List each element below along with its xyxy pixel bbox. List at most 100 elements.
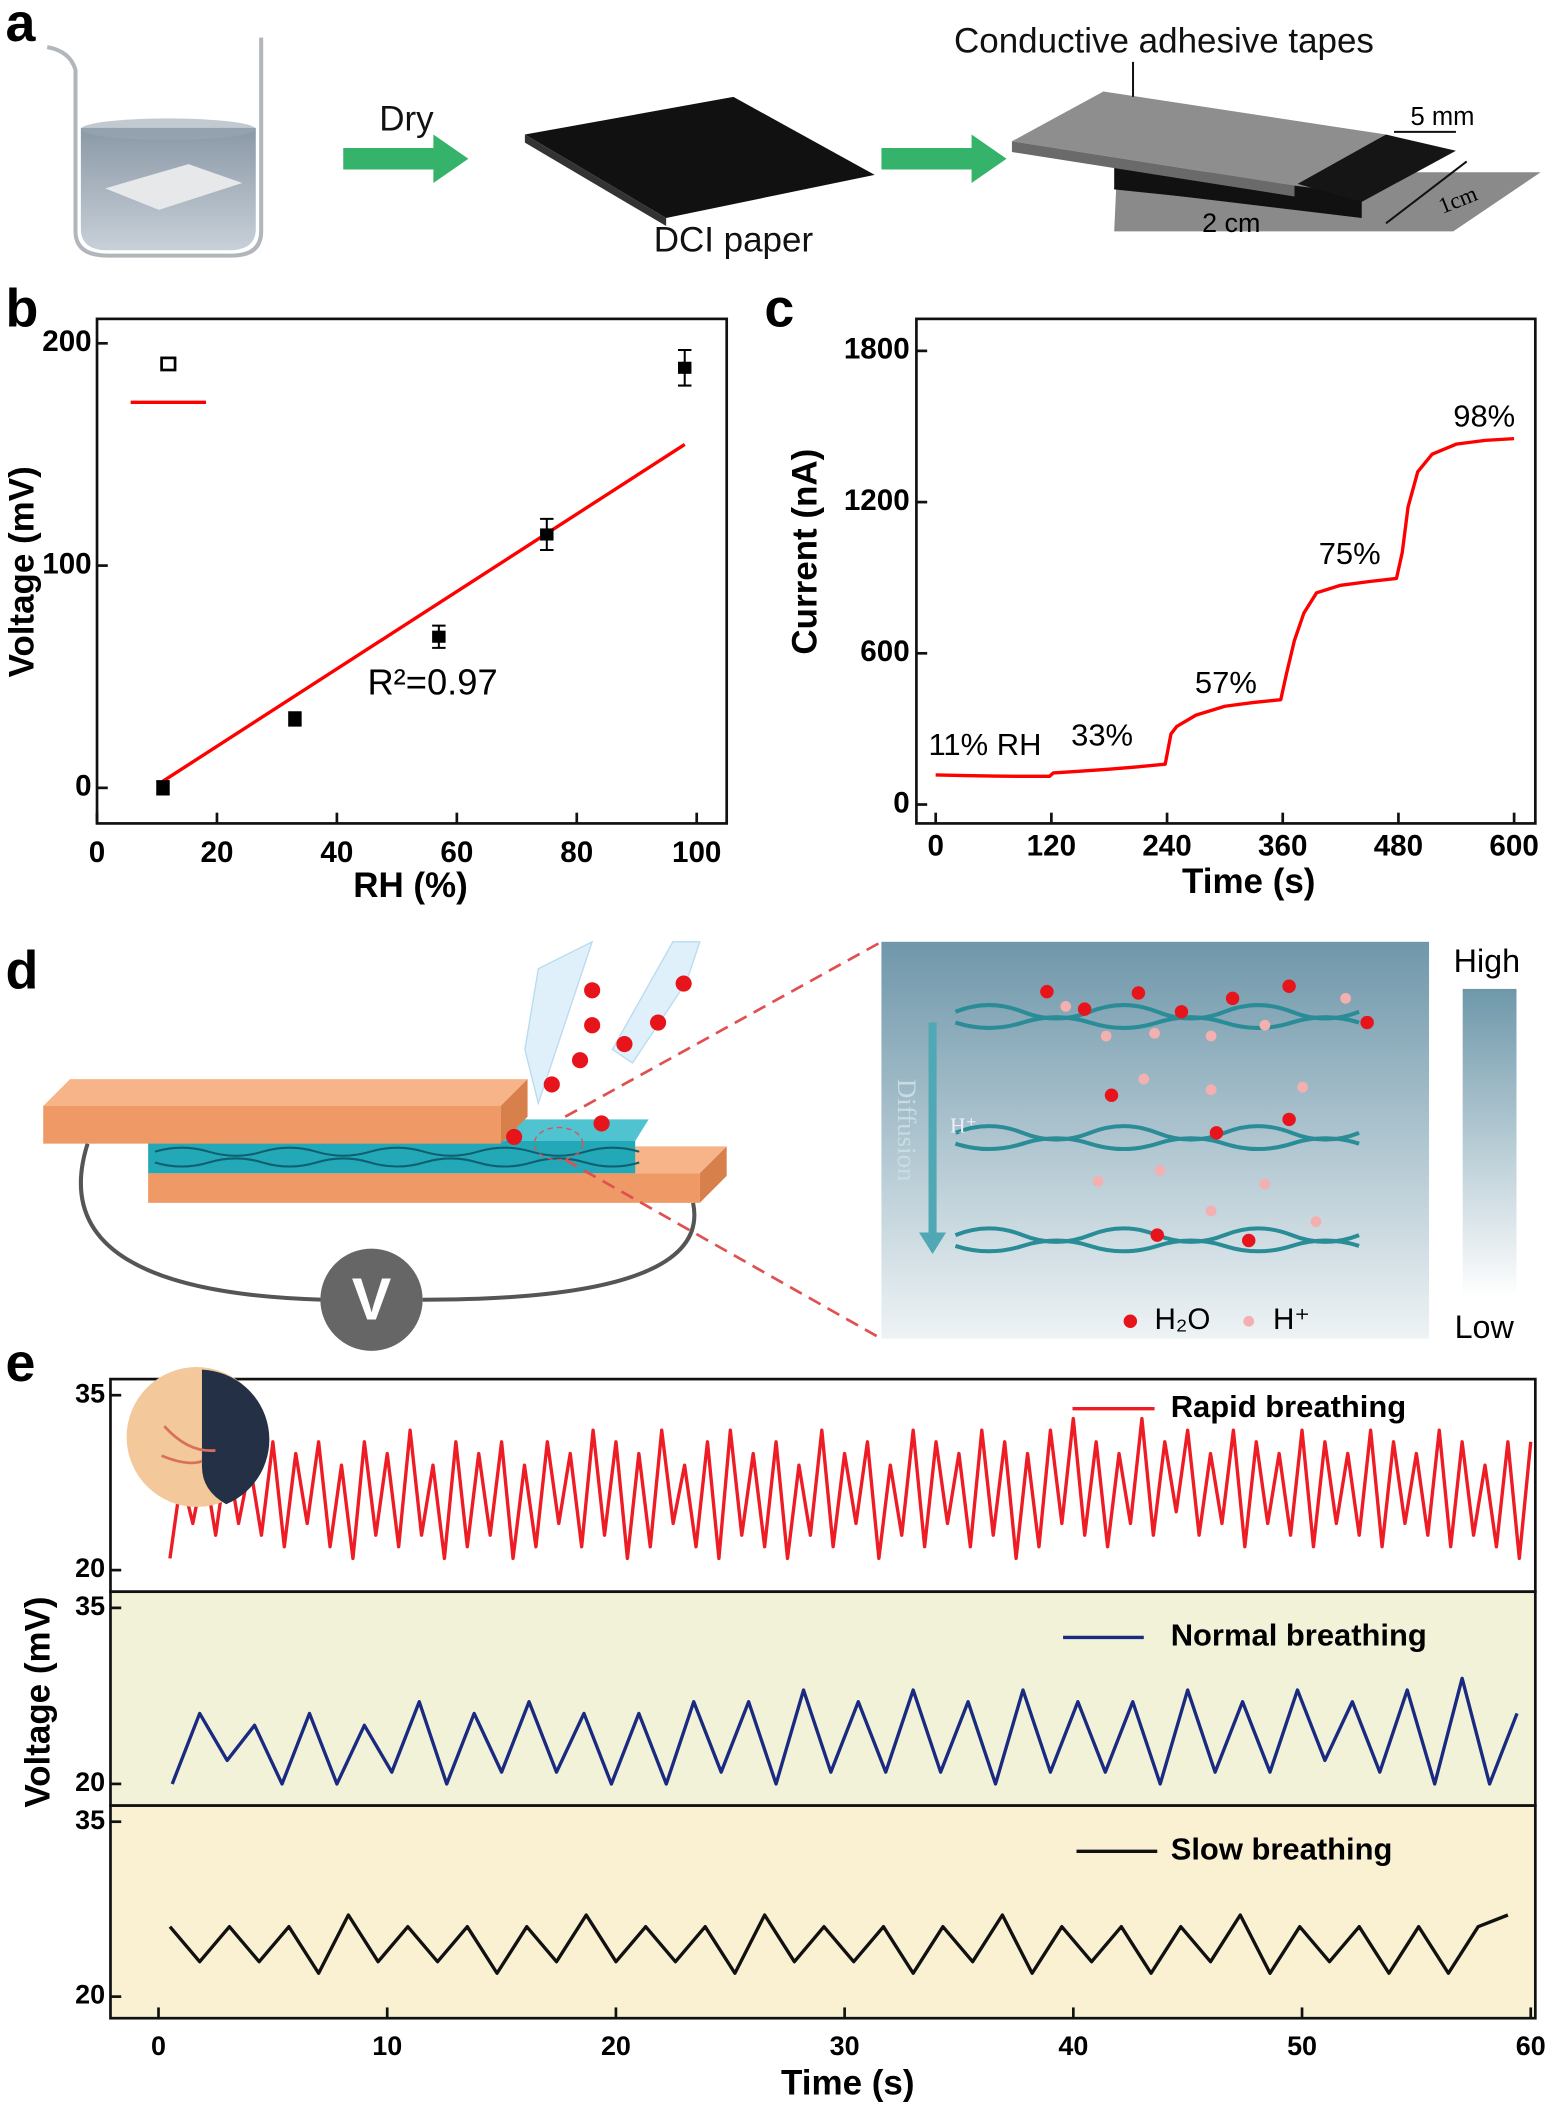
- data-point: [288, 712, 302, 726]
- dimension: [1385, 160, 1468, 225]
- panel-label: d: [6, 940, 39, 1000]
- electrode: [43, 1105, 501, 1144]
- y-tick-label: 600: [860, 635, 909, 668]
- data-point: [677, 361, 692, 374]
- vapor-flow: [524, 940, 594, 1106]
- water-molecules: [1040, 979, 1374, 1248]
- low-label: Low: [1455, 1309, 1515, 1345]
- fibers: [154, 1146, 640, 1168]
- plot-area: [95, 317, 729, 825]
- y-axis-label: Voltage (mV): [3, 466, 42, 677]
- plot-area: [109, 1804, 1537, 2020]
- zoom-line: [564, 940, 883, 1118]
- dci-end: [1294, 134, 1456, 202]
- x-tick-label: 40: [1058, 2031, 1088, 2061]
- annotation: 11% RH: [929, 727, 1042, 762]
- high-label: High: [1454, 943, 1520, 979]
- top-tape: [1011, 91, 1386, 186]
- x-tick-label: 0: [151, 2031, 166, 2061]
- series-line: [170, 1676, 1519, 1786]
- step-label: Dry: [379, 99, 434, 138]
- x-tick-label: 10: [372, 2031, 402, 2061]
- x-tick-label: 60: [440, 836, 473, 869]
- annotation: R²=0.97: [367, 661, 497, 702]
- y-axis-label: Voltage (mV): [19, 1596, 58, 1807]
- arrow: [881, 134, 1007, 183]
- panel-label: a: [6, 0, 37, 53]
- length-label: 2 cm: [1202, 208, 1260, 238]
- panel-labels: a b c d e: [6, 0, 795, 1393]
- legend-label: Slow breathing: [1171, 1832, 1393, 1867]
- y-tick-label: 35: [75, 1378, 105, 1408]
- paper-edge: [524, 134, 667, 227]
- y-tick-label: 20: [75, 1553, 105, 1583]
- top-tape-edge: [1011, 141, 1295, 197]
- sample: [105, 164, 243, 210]
- y-axis-label: Current (nA): [786, 449, 825, 655]
- x-tick-label: 80: [560, 836, 593, 869]
- series-line: [168, 1913, 1509, 1975]
- x-axis-label: RH (%): [353, 866, 468, 905]
- panel-label: e: [6, 1333, 36, 1393]
- y-tick-label: 35: [75, 1805, 105, 1835]
- x-tick-label: 30: [830, 2031, 860, 2061]
- y-tick-label: 100: [42, 547, 91, 580]
- arrow: [343, 134, 469, 183]
- diagram-a: Dry DCI paper Conductive adhesive tapes …: [46, 21, 1541, 259]
- dimension: [1114, 187, 1349, 214]
- y-tick-label: 20: [75, 1767, 105, 1797]
- series-line: [168, 1416, 1533, 1561]
- x-axis-label: Time (s): [1182, 862, 1315, 901]
- diffusion-arrowhead: [919, 1232, 947, 1254]
- voltmeter: [320, 1248, 423, 1351]
- dci-paper: [524, 96, 875, 218]
- legend-label: Normal breathing: [1171, 1618, 1427, 1653]
- film: [148, 1140, 636, 1174]
- plot-area: [915, 317, 1537, 825]
- wire: [78, 1143, 324, 1302]
- water-molecules: [506, 975, 692, 1145]
- y-tick-label: 35: [75, 1591, 105, 1621]
- liquid-surface: [80, 118, 256, 140]
- x-tick-label: 240: [1142, 829, 1191, 862]
- y-tick-label: 0: [893, 786, 909, 819]
- wire: [422, 1202, 697, 1302]
- zoom-line: [564, 1158, 883, 1340]
- x-tick-label: 120: [1027, 829, 1076, 862]
- data-point: [156, 781, 170, 794]
- diffusion-label: Diffusion: [892, 1079, 922, 1182]
- paper-label: DCI paper: [654, 220, 814, 259]
- annotation: 98%: [1453, 399, 1515, 434]
- annotation: 75%: [1319, 536, 1381, 571]
- x-tick-label: 20: [601, 2031, 631, 2061]
- legend-label: H⁺: [1273, 1303, 1310, 1336]
- legend-marker: [160, 356, 177, 372]
- diagram-d: V Diffusion H⁺ H₂O H⁺ High Low: [43, 940, 1520, 1351]
- vapor-flow: [611, 941, 701, 1064]
- x-tick-label: 40: [320, 836, 353, 869]
- tapes-label: Conductive adhesive tapes: [954, 21, 1374, 60]
- x-tick-label: 360: [1258, 829, 1307, 862]
- x-axis-label: Time (s): [781, 2064, 914, 2103]
- annotation: 57%: [1195, 665, 1257, 700]
- electrode-side: [500, 1079, 528, 1144]
- proton-label: H⁺: [950, 1113, 977, 1137]
- x-tick-label: 480: [1374, 829, 1423, 862]
- y-tick-label: 1800: [844, 333, 910, 366]
- annotation: 33%: [1071, 717, 1133, 752]
- legend-label: H₂O: [1155, 1303, 1211, 1336]
- x-tick-label: 60: [1516, 2031, 1546, 2061]
- x-tick-label: 100: [672, 836, 721, 869]
- y-tick-label: 0: [75, 770, 91, 803]
- zoom-area: [533, 1126, 584, 1161]
- width-label: 5 mm: [1411, 103, 1475, 131]
- x-tick-label: 20: [200, 836, 233, 869]
- electrode-side: [699, 1146, 727, 1203]
- nose-icon: [126, 1366, 270, 1507]
- legend-marker: [1123, 1314, 1138, 1328]
- y-tick-label: 1200: [844, 484, 910, 517]
- legend-label: Rapid breathing: [1171, 1389, 1406, 1424]
